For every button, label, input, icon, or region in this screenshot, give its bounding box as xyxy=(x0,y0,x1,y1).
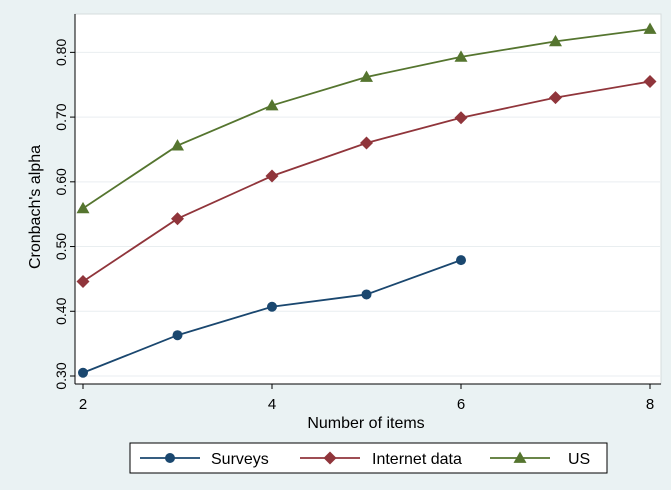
data-point-surveys xyxy=(172,330,183,341)
data-point-internet-data xyxy=(76,274,90,288)
legend-label-surveys: Surveys xyxy=(211,451,269,468)
data-point-internet-data xyxy=(549,91,562,105)
data-point-internet-data xyxy=(171,212,184,226)
legend-item-surveys: Surveys xyxy=(140,451,269,468)
legend-label-us: US xyxy=(568,451,590,468)
x-tick-label: 4 xyxy=(268,396,276,413)
data-point-internet-data xyxy=(265,169,279,183)
y-tick-label: 0.50 xyxy=(53,233,69,260)
x-tick-label: 8 xyxy=(646,396,654,413)
legend-item-us: US xyxy=(490,451,590,468)
data-point-us xyxy=(360,70,373,82)
data-point-us xyxy=(265,98,279,111)
legend-marker-us xyxy=(513,451,527,463)
data-point-internet-data xyxy=(360,136,373,150)
gridlines xyxy=(75,51,661,377)
series-layer xyxy=(76,22,657,378)
y-tick-label: 0.70 xyxy=(53,103,69,130)
data-point-us xyxy=(454,50,468,62)
data-point-us xyxy=(549,34,562,47)
data-point-us xyxy=(76,201,90,214)
legend-marker-internet-data xyxy=(323,451,337,465)
axes xyxy=(70,14,661,389)
data-point-surveys xyxy=(267,301,277,312)
data-point-surveys xyxy=(78,367,88,378)
data-point-internet-data xyxy=(454,111,468,125)
x-tick-label: 6 xyxy=(457,396,465,413)
series-surveys xyxy=(78,255,466,378)
series-us xyxy=(76,22,657,214)
data-point-surveys xyxy=(456,255,466,266)
data-point-us xyxy=(643,22,657,34)
x-axis-label: Number of items xyxy=(307,415,424,432)
x-tick-label: 2 xyxy=(79,396,87,413)
data-point-surveys xyxy=(361,289,372,300)
y-tick-label: 0.40 xyxy=(53,297,69,324)
tick-labels: 0.30 0.40 0.50 0.60 0.70 0.80 2 4 6 8 xyxy=(53,39,654,413)
legend-label-internet-data: Internet data xyxy=(372,451,462,468)
data-point-us xyxy=(171,139,184,151)
legend-item-internet-data: Internet data xyxy=(300,451,462,468)
plot-area xyxy=(74,13,662,385)
legend-marker-surveys xyxy=(165,453,175,463)
y-tick-label: 0.30 xyxy=(53,362,69,389)
y-axis-label: Cronbach's alpha xyxy=(27,145,44,269)
data-point-internet-data xyxy=(643,74,657,88)
series-internet-data xyxy=(76,74,657,288)
legend: Surveys Internet data US xyxy=(129,442,608,474)
y-tick-label: 0.80 xyxy=(53,39,69,66)
y-tick-label: 0.60 xyxy=(53,168,69,195)
